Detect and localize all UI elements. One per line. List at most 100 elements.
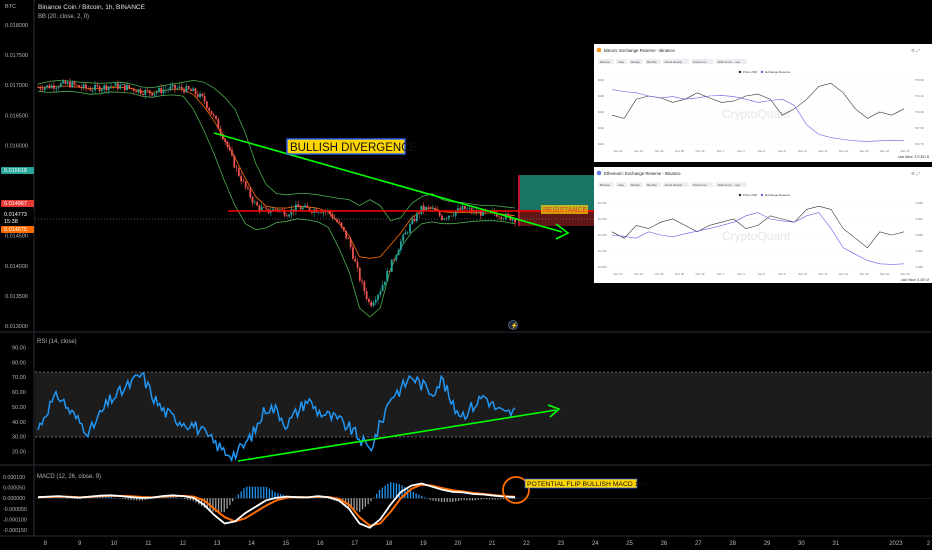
candle-body — [279, 209, 281, 211]
candle-body — [235, 167, 238, 169]
rsi-tick-label: 70.00 — [12, 375, 26, 381]
macd-histogram-bar — [144, 498, 146, 500]
candle-body — [103, 85, 106, 90]
candle-body — [288, 214, 290, 217]
macd-line — [37, 482, 516, 529]
inset-watermark: CryptoQuant — [722, 229, 791, 243]
candle-body — [434, 208, 437, 211]
candle-body — [342, 226, 345, 231]
candle-body — [393, 259, 395, 261]
candle-body — [226, 141, 229, 147]
macd-histogram-bar — [268, 488, 271, 499]
macd-histogram-bar — [243, 488, 245, 499]
candle-body — [89, 88, 92, 91]
macd-histogram-bar — [429, 498, 431, 500]
candle-body — [320, 212, 322, 214]
inset-right-tick: 4.60M — [915, 201, 923, 205]
macd-histogram-bar — [79, 498, 81, 500]
time-tick-label: 26 — [661, 541, 668, 547]
rsi-line — [37, 372, 516, 463]
candle-body — [180, 86, 183, 90]
event-marker[interactable] — [508, 320, 518, 330]
candle-body — [299, 207, 302, 210]
macd-histogram-bar — [460, 498, 462, 501]
candle-body — [233, 155, 236, 168]
inset-tab — [644, 59, 661, 64]
macd-histogram-bar — [457, 498, 460, 501]
inset-latest-value: Last Value: 4,407 M — [901, 278, 929, 282]
candle-body — [158, 87, 160, 92]
price-badge-label: 0.014967 — [4, 201, 27, 207]
macd-histogram-bar — [514, 498, 516, 500]
price-badge — [1, 167, 34, 174]
inset-x-tick: Dec 8 — [778, 272, 786, 276]
candle-body — [39, 87, 42, 89]
macd-histogram-bar — [136, 498, 138, 501]
macd-tick-label: -0.000150 — [3, 528, 27, 534]
macd-histogram-bar — [150, 498, 152, 499]
macd-histogram-bar — [254, 486, 256, 499]
inset-tab — [598, 59, 614, 64]
inset-x-tick: Dec 12 — [819, 272, 828, 276]
macd-histogram-bar — [480, 498, 482, 500]
settings-icon[interactable]: ⚙ ⤢ — [911, 171, 920, 176]
macd-tick-label: -0.000050 — [3, 507, 27, 513]
candle-body — [431, 208, 434, 209]
inset-left-tick: $14k — [598, 126, 605, 130]
macd-histogram-bar — [127, 498, 129, 500]
candle-body — [265, 207, 268, 209]
candle-body — [354, 258, 357, 262]
candle-body — [66, 82, 69, 84]
macd-histogram-bar — [113, 497, 115, 499]
candle-body — [372, 302, 375, 306]
macd-histogram-bar — [240, 491, 242, 499]
inset-right-tick: 4.50M — [915, 233, 923, 237]
time-tick-label: 31 — [832, 541, 839, 547]
macd-histogram-bar — [392, 482, 395, 499]
candle-body — [443, 218, 446, 220]
inset-title: Bitcoin: Exchange Reserve - Binance — [604, 48, 676, 53]
macd-tick-label: -0.000100 — [3, 517, 27, 523]
candle-body — [183, 89, 185, 93]
macd-histogram-bar — [353, 498, 355, 510]
rsi-indicator-title: RSI (14, close) — [37, 339, 77, 345]
candle-body — [333, 218, 336, 220]
inset-tab-label: Binance — [600, 60, 611, 64]
bullish-divergence-label-bg — [286, 138, 406, 155]
candle-body — [420, 205, 423, 215]
macd-histogram-bar — [398, 483, 400, 499]
macd-histogram-bar — [217, 498, 220, 513]
candle-body — [361, 280, 363, 282]
price-badge — [1, 211, 34, 218]
inset-x-tick: Dec 10 — [798, 272, 807, 276]
price-badge — [1, 200, 34, 207]
candle-body — [274, 208, 277, 210]
candle-body — [415, 213, 418, 222]
candle-body — [340, 222, 343, 227]
inset-x-tick: Dec 6 — [758, 272, 766, 276]
inset-left-tick: $1,300 — [598, 217, 607, 221]
candle-body — [249, 188, 252, 198]
macd-histogram-bar — [423, 497, 426, 499]
candle-body — [55, 87, 58, 89]
candle-body — [477, 211, 480, 213]
macd-histogram-bar — [359, 498, 361, 512]
settings-icon[interactable]: ⚙ ⤢ — [911, 48, 920, 53]
macd-histogram-bar — [257, 486, 259, 499]
inset-x-tick: Nov 28 — [675, 149, 684, 153]
inset-tab-label: Monthly — [647, 60, 657, 64]
time-tick-label: 15 — [283, 541, 290, 547]
resistance-label: RESISTANCE — [543, 207, 588, 214]
candle-body — [395, 255, 398, 260]
macd-histogram-bar — [497, 498, 499, 500]
legend-label: Exchange Reserve — [765, 193, 791, 197]
price-tick-label: 0.017000 — [5, 83, 28, 89]
macd-histogram-bar — [443, 498, 446, 502]
macd-histogram-bar — [404, 487, 406, 499]
macd-histogram-bar — [350, 498, 352, 509]
macd-histogram-bar — [395, 483, 398, 499]
candle-body — [75, 84, 78, 86]
time-tick-label: 2 — [927, 541, 931, 547]
price-badge — [1, 226, 34, 233]
